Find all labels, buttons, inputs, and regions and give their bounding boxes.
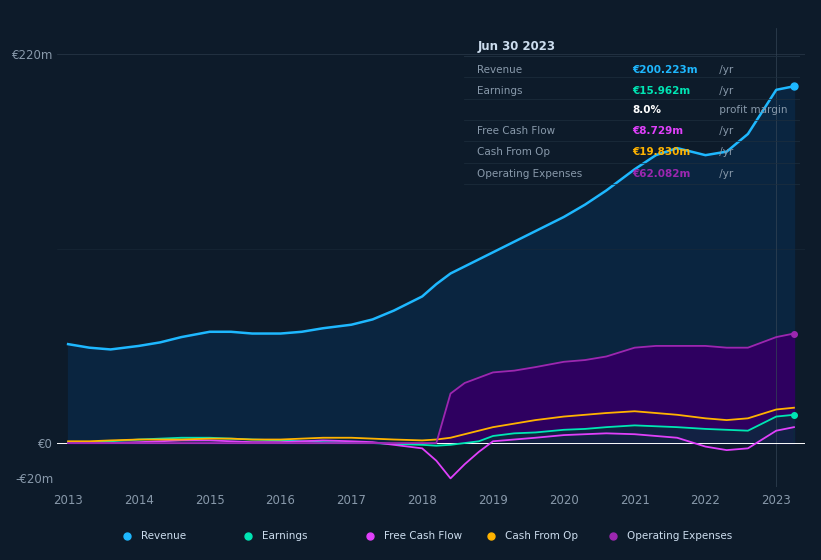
Text: /yr: /yr	[716, 66, 734, 76]
Text: Operating Expenses: Operating Expenses	[627, 531, 732, 542]
Text: /yr: /yr	[716, 147, 734, 157]
Text: /yr: /yr	[716, 126, 734, 136]
Text: profit margin: profit margin	[716, 105, 788, 115]
Text: Revenue: Revenue	[477, 66, 522, 76]
Text: Operating Expenses: Operating Expenses	[477, 169, 583, 179]
Text: Free Cash Flow: Free Cash Flow	[384, 531, 462, 542]
Text: Cash From Op: Cash From Op	[506, 531, 578, 542]
Text: Revenue: Revenue	[141, 531, 186, 542]
Text: €62.082m: €62.082m	[632, 169, 690, 179]
Text: Free Cash Flow: Free Cash Flow	[477, 126, 556, 136]
Text: €15.962m: €15.962m	[632, 86, 690, 96]
Text: €200.223m: €200.223m	[632, 66, 698, 76]
Text: /yr: /yr	[716, 86, 734, 96]
Text: Jun 30 2023: Jun 30 2023	[477, 40, 555, 53]
Text: €19.830m: €19.830m	[632, 147, 690, 157]
Text: /yr: /yr	[716, 169, 734, 179]
Text: Earnings: Earnings	[477, 86, 523, 96]
Text: Earnings: Earnings	[263, 531, 308, 542]
Text: Cash From Op: Cash From Op	[477, 147, 550, 157]
Text: €8.729m: €8.729m	[632, 126, 683, 136]
Text: 8.0%: 8.0%	[632, 105, 661, 115]
